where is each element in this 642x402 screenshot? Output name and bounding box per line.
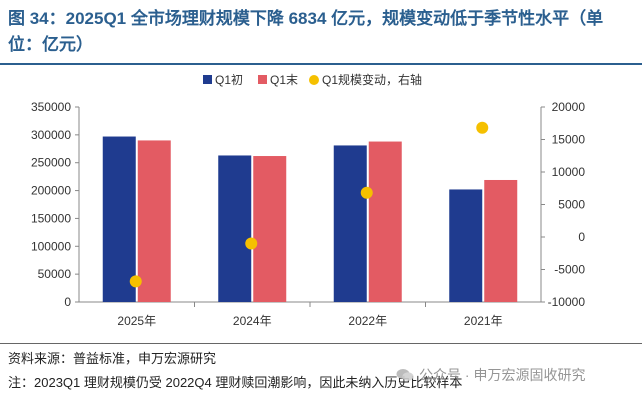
- watermark: 公众号 · 申万宏源固收研究: [396, 365, 585, 385]
- legend-label-q1-end: Q1末: [270, 73, 298, 87]
- chart: 0500001000001500002000002500003000003500…: [31, 72, 586, 328]
- wechat-icon: [396, 369, 414, 381]
- left-tick-label: 100000: [31, 239, 71, 253]
- right-tick-label: 5000: [558, 198, 585, 212]
- bar-q1-end: [484, 179, 518, 302]
- left-tick-label: 150000: [31, 211, 71, 225]
- right-tick-label: 15000: [552, 133, 586, 147]
- right-tick-label: -10000: [548, 295, 586, 309]
- left-tick-label: 50000: [38, 267, 72, 281]
- legend-swatch-q1-start: [203, 75, 212, 84]
- point-q1-change: [129, 275, 142, 288]
- source-text: 资料来源：普益标准，申万宏源研究: [8, 351, 217, 366]
- bar-q1-end: [137, 140, 171, 302]
- right-tick-label: 10000: [552, 165, 586, 179]
- title-divider: [0, 63, 642, 65]
- left-tick-label: 250000: [31, 156, 71, 170]
- bar-q1-end: [253, 156, 287, 302]
- bar-q1-start: [218, 155, 252, 302]
- right-tick-label: -5000: [554, 263, 585, 277]
- left-tick-label: 350000: [31, 100, 71, 114]
- right-tick-label: 20000: [552, 100, 586, 114]
- point-q1-change: [360, 186, 373, 199]
- bar-q1-start: [102, 136, 136, 302]
- point-q1-change: [476, 121, 489, 134]
- category-label: 2022年: [348, 314, 387, 328]
- legend-swatch-q1-end: [258, 75, 267, 84]
- right-tick-label: 0: [578, 230, 585, 244]
- legend-label-q1-change: Q1规模变动，右轴: [322, 72, 422, 87]
- bar-q1-start: [449, 189, 483, 302]
- left-tick-label: 200000: [31, 184, 71, 198]
- left-tick-label: 0: [64, 295, 71, 309]
- chart-title: 图 34：2025Q1 全市场理财规模下降 6834 亿元，规模变动低于季节性水…: [8, 9, 604, 54]
- category-label: 2025年: [117, 314, 156, 328]
- bar-q1-start: [333, 145, 367, 302]
- legend-swatch-q1-change: [309, 75, 319, 85]
- watermark-text: 公众号 · 申万宏源固收研究: [419, 367, 586, 383]
- point-q1-change: [245, 237, 258, 250]
- left-tick-label: 300000: [31, 128, 71, 142]
- footer-divider: [0, 343, 642, 344]
- category-label: 2021年: [464, 314, 503, 328]
- bar-q1-end: [368, 141, 402, 302]
- category-label: 2024年: [233, 314, 272, 328]
- legend-label-q1-start: Q1初: [215, 73, 243, 87]
- note-text: 注：2023Q1 理财规模仍受 2022Q4 理财赎回潮影响，因此未纳入历史比较…: [8, 375, 463, 390]
